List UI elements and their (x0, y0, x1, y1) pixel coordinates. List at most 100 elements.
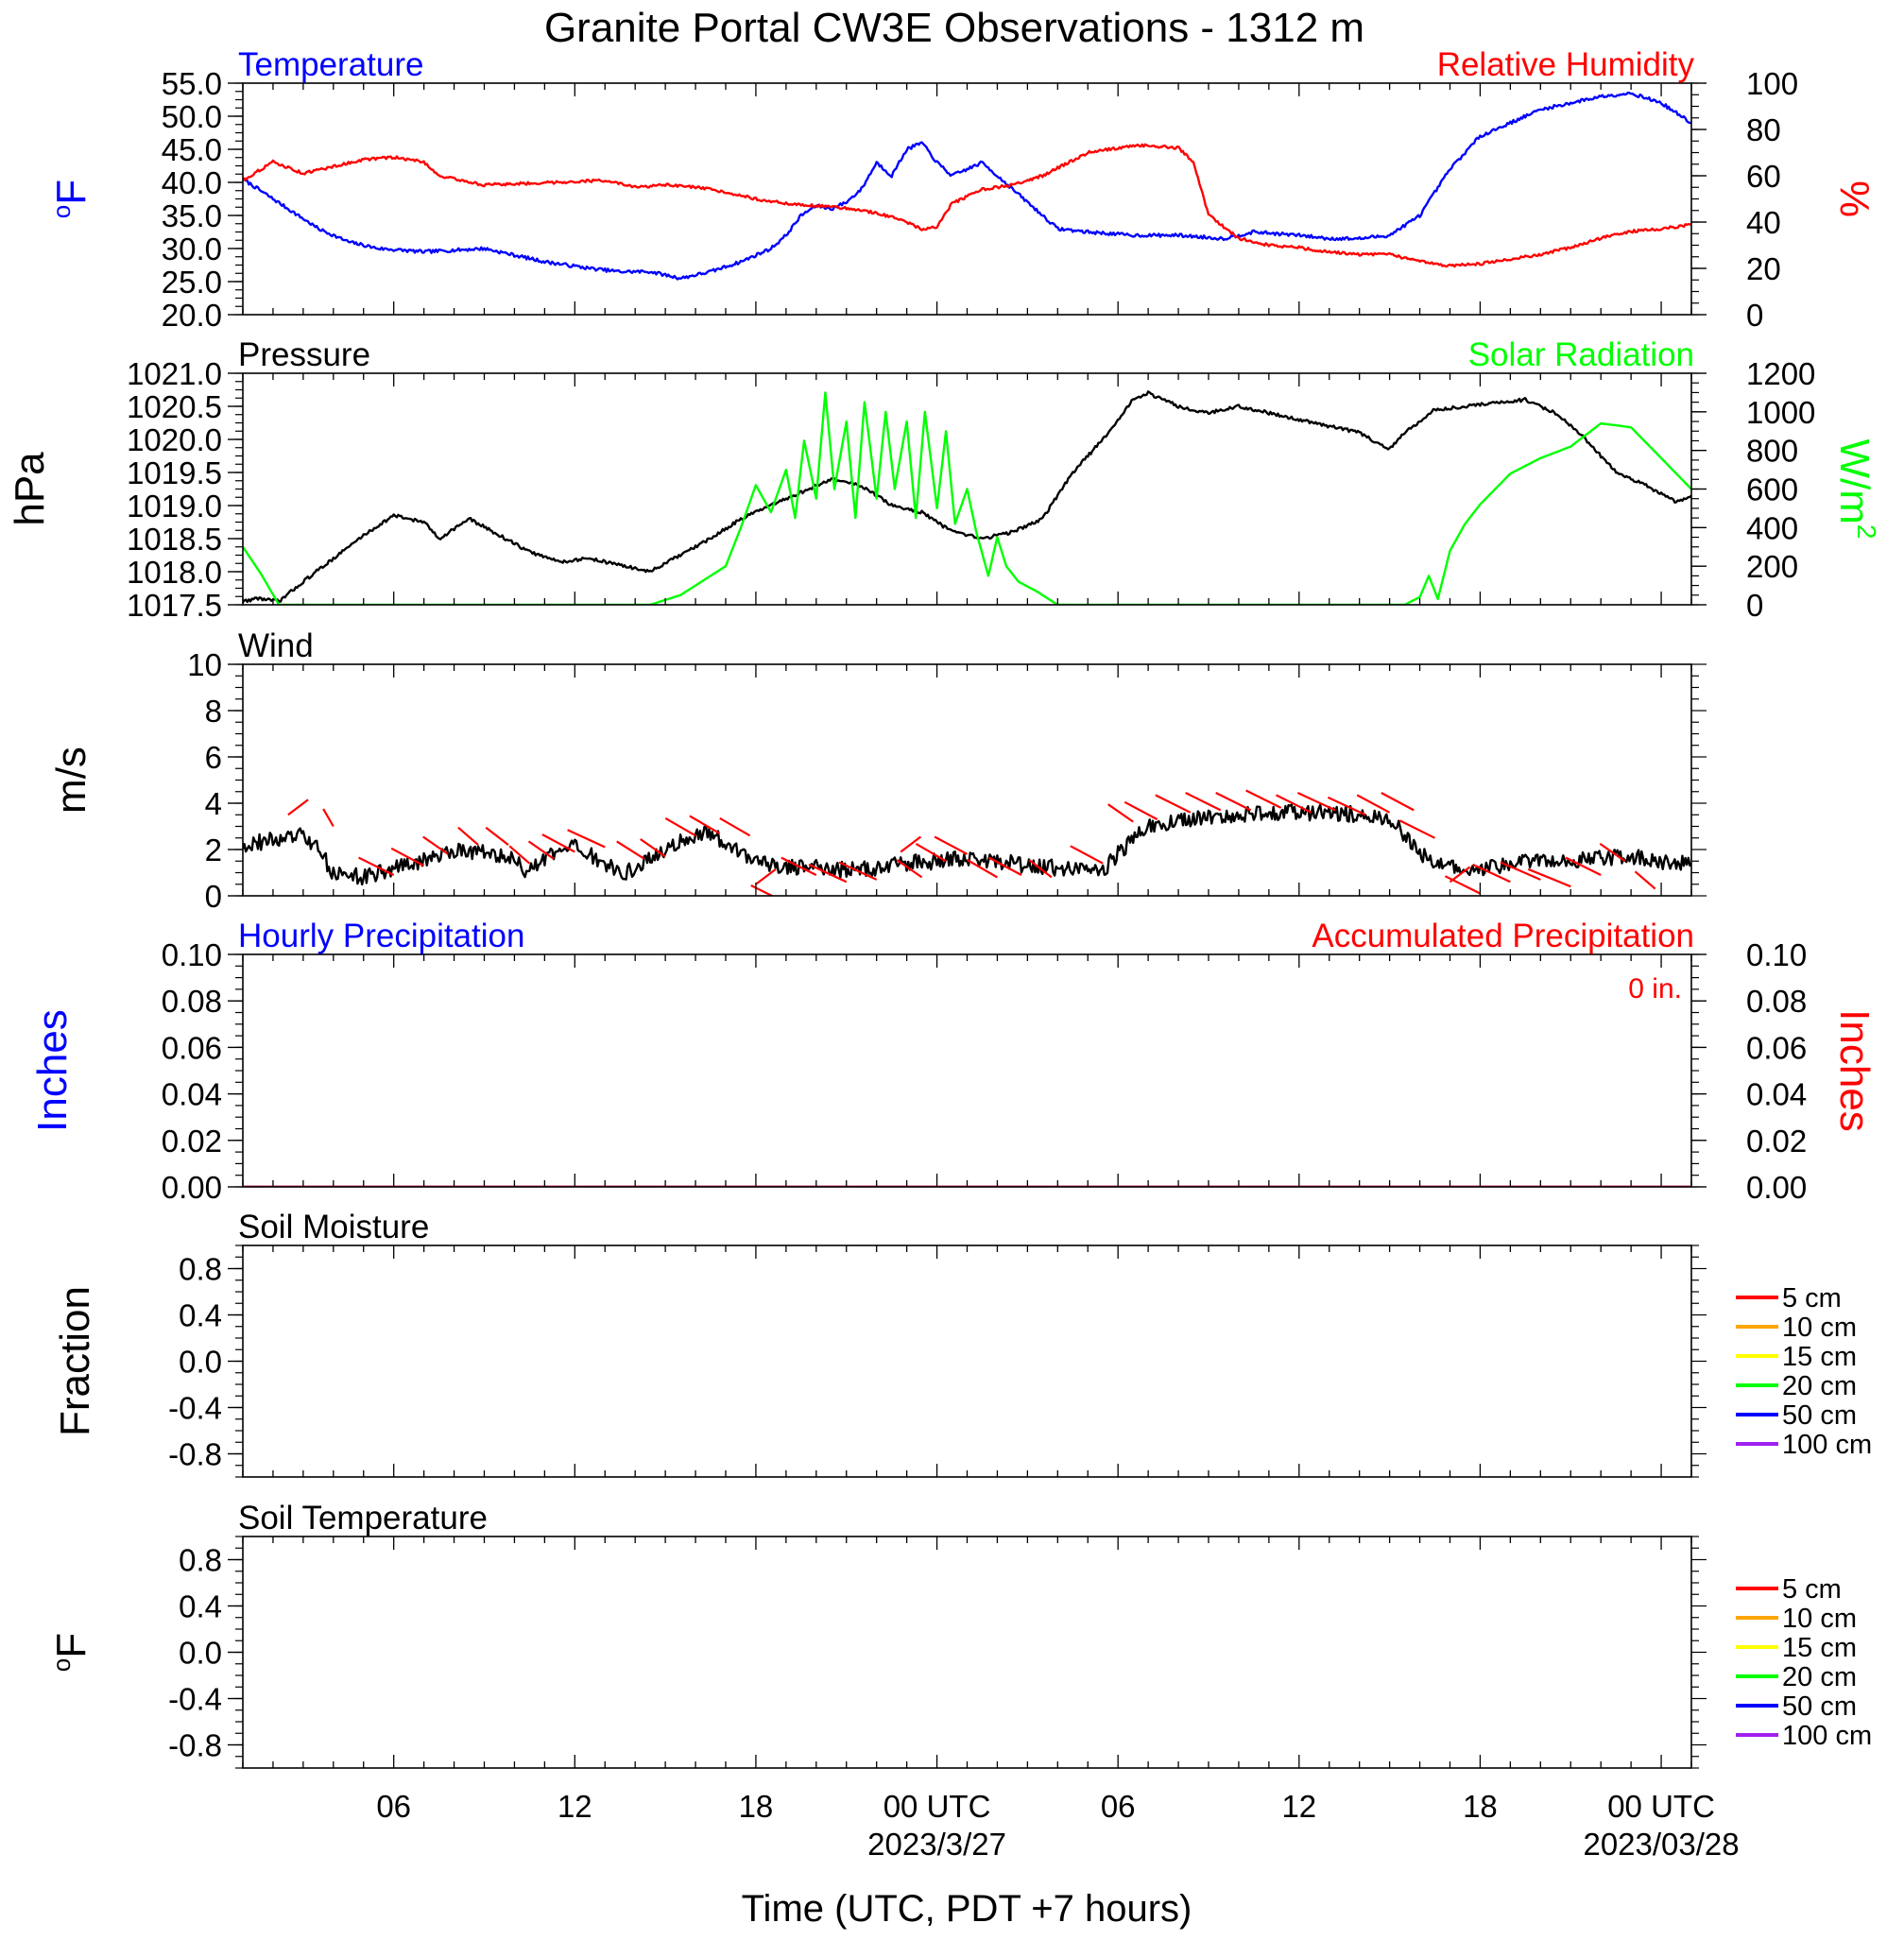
legend-label: 50 cm (1782, 1400, 1857, 1431)
x-date-label: 2023/03/28 (1583, 1827, 1739, 1862)
legend-label: 10 cm (1782, 1313, 1857, 1343)
legend-label: 15 cm (1782, 1342, 1857, 1372)
wind-barb-7 (508, 845, 531, 865)
wind-barb-3 (390, 847, 425, 867)
wind-barb-8 (527, 840, 555, 860)
y-axis-label-left: m/s (48, 747, 94, 814)
y-tick-label-left: 0.8 (179, 1543, 222, 1578)
wind-barb-18 (780, 856, 817, 876)
panel-title-left: Soil Temperature (238, 1500, 488, 1537)
wind-barb-0 (287, 798, 309, 816)
panel-4: -0.8 -0.4 0.0 0.4 0.8 Soil Moisture Fraction 5 … (52, 1209, 1872, 1478)
panel-0: 20.025.030.035.040.045.050.055.0 0 20 40 60 8… (47, 46, 1878, 333)
degree-sign: o (47, 1658, 76, 1672)
unit-letter: F (48, 1633, 94, 1658)
wind-barb-2 (358, 856, 395, 876)
x-tick-label: 00 UTC (1607, 1789, 1715, 1824)
y-axis-label-right: % (1831, 180, 1878, 217)
panel-title-right: Accumulated Precipitation (1312, 918, 1694, 954)
y-tick-label-left: 0.00 (162, 1170, 222, 1205)
y-tick-label-left: 1020.5 (127, 389, 222, 424)
y-tick-label-left: -0.8 (168, 1437, 222, 1472)
series-line-0 (243, 390, 1691, 604)
legend-label: 50 cm (1782, 1691, 1857, 1722)
y-tick-label-left: 1018.5 (127, 522, 222, 557)
series-line-1 (243, 143, 1691, 268)
panel-title-left: Temperature (238, 46, 423, 83)
y-tick-label-left: 2 (205, 833, 222, 867)
y-tick-label-right: 800 (1746, 434, 1798, 469)
panel-title-right: Solar Radiation (1468, 336, 1694, 373)
plot-frame (242, 82, 1692, 316)
wind-barb-17 (750, 884, 775, 896)
y-tick-label-left: 1021.0 (127, 356, 222, 391)
wind-barb-1 (322, 808, 334, 828)
legend-label: 100 cm (1782, 1430, 1872, 1460)
wind-barb-6 (485, 826, 509, 846)
panel-title-left: Soil Moisture (238, 1209, 429, 1245)
y-tick-label-left: 0.4 (179, 1589, 222, 1624)
wind-barb-35 (1245, 789, 1282, 809)
unit-superscript: 2 (1852, 524, 1881, 540)
y-tick-label-right: 200 (1746, 549, 1798, 584)
y-tick-label-left: 1019.0 (127, 489, 222, 524)
y-tick-label-left: 0.0 (179, 1345, 222, 1380)
y-axis-label-left: Inches (29, 1009, 76, 1132)
wind-barb-31 (1124, 800, 1158, 821)
y-tick-label-left: 1019.5 (127, 455, 222, 490)
y-tick-label-right: 60 (1746, 159, 1781, 194)
y-tick-label-left: 25.0 (162, 265, 222, 300)
wind-barb-25 (967, 859, 998, 879)
x-tick-label: 12 (557, 1789, 592, 1824)
wind-barb-22 (896, 859, 923, 879)
y-tick-label-left: -0.8 (168, 1728, 222, 1763)
y-tick-label-left: 0.4 (179, 1298, 222, 1333)
wind-barb-48 (1599, 842, 1626, 863)
data-layer (243, 789, 1691, 896)
y-tick-label-left: -0.4 (168, 1682, 222, 1717)
legend-label: 20 cm (1782, 1371, 1857, 1401)
wind-barb-16 (755, 867, 777, 885)
wind-barb-12 (640, 838, 666, 858)
wind-barb-24 (934, 835, 969, 855)
y-tick-label-right: 40 (1746, 205, 1781, 240)
wind-barb-27 (1028, 859, 1053, 879)
y-axis-label-left: oF (47, 180, 94, 218)
y-tick-label-left: 1020.0 (127, 422, 222, 457)
y-axis-label-left: hPa (7, 452, 53, 526)
wind-barb-49 (1634, 870, 1656, 890)
wind-barb-45 (1500, 861, 1541, 881)
legend-label: 5 cm (1782, 1283, 1842, 1313)
y-tick-label-left: 0.02 (162, 1124, 222, 1159)
series-line-1 (243, 391, 1691, 605)
panel-1: 1017.51018.01018.51019.01019.51020.01020… (7, 336, 1881, 623)
x-date-label: 2023/3/27 (867, 1827, 1006, 1862)
x-axis-label: Time (UTC, PDT +7 hours) (742, 1888, 1192, 1930)
wind-barb-5 (457, 826, 479, 846)
y-tick-label-left: 30.0 (162, 232, 222, 266)
y-tick-label-left: 40.0 (162, 165, 222, 200)
wind-barb-41 (1399, 819, 1435, 839)
y-axis-label-left: Fraction (52, 1286, 98, 1436)
legend-label: 5 cm (1782, 1574, 1842, 1605)
degree-sign: o (47, 205, 76, 218)
wind-barb-36 (1276, 794, 1312, 814)
wind-barb-23 (915, 842, 947, 863)
wind-barb-38 (1327, 796, 1366, 816)
y-tick-label-right: 0.04 (1746, 1077, 1807, 1112)
x-tick-label: 18 (1463, 1789, 1498, 1824)
y-tick-label-right: 600 (1746, 472, 1798, 507)
y-tick-label-left: 1017.5 (127, 588, 222, 623)
y-tick-label-left: -0.4 (168, 1391, 222, 1426)
wind-barb-43 (1444, 875, 1481, 895)
y-tick-label-right: 80 (1746, 112, 1781, 147)
y-axis-label-right: Inches (1831, 1009, 1878, 1132)
y-tick-label-right: 0 (1746, 298, 1763, 333)
panel-title-left: Hourly Precipitation (238, 918, 524, 954)
wind-barb-9 (541, 833, 575, 853)
wind-barb-46 (1527, 867, 1571, 888)
panel-2: 0 2 4 6 8 10 Wind m/s (48, 627, 1707, 914)
y-tick-label-left: 20.0 (162, 298, 222, 333)
y-tick-label-right: 1000 (1746, 395, 1815, 430)
